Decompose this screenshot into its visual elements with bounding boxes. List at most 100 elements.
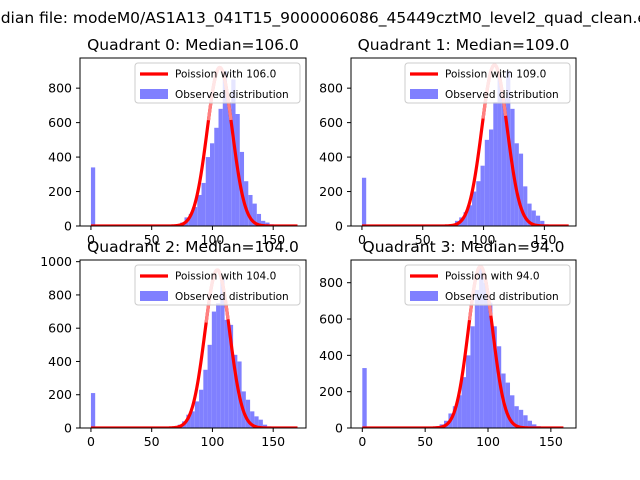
histogram-bar <box>205 157 211 226</box>
histogram-bar <box>228 324 234 428</box>
histogram-bar <box>218 108 223 226</box>
poisson-curve <box>360 63 570 226</box>
axes-frame <box>79 57 307 227</box>
histogram-bar <box>214 127 219 226</box>
legend-poisson-label: Poission with 94.0 <box>445 271 540 283</box>
legend: Poission with 104.0 Observed distribution <box>134 264 301 306</box>
legend: Poission with 94.0 Observed distribution <box>404 264 571 306</box>
histogram-bar <box>190 411 195 428</box>
x-tick-label: 100 <box>201 232 225 247</box>
axes-frame <box>350 57 577 227</box>
quadrant-1-title: Quadrant 1: Median=109.0 <box>358 36 570 54</box>
histogram-bar-outlier <box>90 167 96 226</box>
histogram-bar <box>261 220 266 226</box>
y-tick-label: 600 <box>48 321 72 336</box>
histogram-bar-outlier <box>361 177 367 226</box>
histogram-bar <box>497 74 502 226</box>
legend-box <box>134 264 301 306</box>
histogram-bar <box>252 203 257 226</box>
x-tick-label: 50 <box>144 434 160 449</box>
x-tick-label: 0 <box>87 232 95 247</box>
histogram-bar <box>505 382 511 428</box>
histogram-bar <box>479 268 484 428</box>
y-tick-label: 600 <box>48 115 72 130</box>
histogram-bar <box>523 186 528 226</box>
legend-poisson-label: Poission with 109.0 <box>445 69 546 81</box>
y-tick-label: 800 <box>319 81 343 96</box>
histogram-bar <box>518 153 524 226</box>
histogram-bar <box>492 326 497 428</box>
histogram-bar <box>199 389 204 428</box>
y-tick-label: 0 <box>335 219 343 234</box>
histogram-bar <box>540 220 545 226</box>
y-tick-label: 200 <box>48 184 72 199</box>
legend-observed-label: Observed distribution <box>445 89 559 101</box>
histogram-bar <box>254 416 259 428</box>
histogram-bar <box>256 213 262 226</box>
legend-box <box>134 62 301 104</box>
histogram-bar <box>484 139 490 226</box>
histogram-bar <box>245 399 251 428</box>
x-tick-label: 150 <box>261 434 285 449</box>
x-tick-label: 150 <box>539 434 563 449</box>
histogram-bar <box>250 411 255 428</box>
histogram-bar <box>514 406 519 428</box>
histogram-bar <box>467 205 473 226</box>
legend-box <box>404 264 571 306</box>
histogram-bar <box>258 419 263 428</box>
histogram-bar <box>452 406 458 428</box>
legend-observed-label: Observed distribution <box>445 291 559 303</box>
legend-observed-swatch <box>140 89 168 99</box>
quadrant-2-panel: 0 50 100 150 0 200 400 600 800 1000 Poission with … <box>40 238 307 449</box>
x-tick-label: 50 <box>144 232 160 247</box>
histogram-bar <box>216 303 221 428</box>
histogram-bar <box>186 414 191 428</box>
histogram-bar <box>224 319 229 428</box>
y-tick-label: 400 <box>319 348 343 363</box>
legend-observed-swatch <box>410 89 438 99</box>
histogram-bar <box>531 210 536 226</box>
histogram-bar <box>527 203 532 226</box>
histogram-bar <box>193 207 198 226</box>
x-tick-label: 50 <box>415 232 431 247</box>
legend-observed-label: Observed distribution <box>175 291 289 303</box>
histogram-bar <box>510 395 515 428</box>
legend-observed-swatch <box>140 291 168 301</box>
legend-poisson-label: Poission with 104.0 <box>175 271 276 283</box>
legend: Poission with 106.0 Observed distribution <box>134 62 301 104</box>
histogram-bar <box>506 70 511 226</box>
legend: Poission with 109.0 Observed distribution <box>404 62 571 104</box>
quadrant-3-title: Quadrant 3: Median=94.0 <box>363 238 565 256</box>
histogram-bar <box>231 79 236 226</box>
x-tick-label: 0 <box>87 434 95 449</box>
y-tick-label: 400 <box>48 354 72 369</box>
axes-frame <box>79 259 307 429</box>
x-tick-label: 100 <box>476 434 500 449</box>
histogram-bar <box>201 182 206 226</box>
histogram-bar <box>496 346 502 428</box>
quadrant-0-title: Quadrant 0: Median=106.0 <box>87 36 299 54</box>
histogram-bar <box>466 355 471 428</box>
histogram-bar <box>207 344 212 428</box>
histogram-bar <box>463 212 468 226</box>
histogram-bar-outlier <box>90 393 96 428</box>
histogram-bar <box>233 354 238 428</box>
histogram-bar <box>188 213 193 226</box>
histogram-bar <box>470 326 475 428</box>
x-tick-label: 0 <box>358 232 366 247</box>
histogram-bar <box>480 165 485 226</box>
legend-box <box>404 62 571 104</box>
y-tick-label: 600 <box>319 115 343 130</box>
figure-suptitle: Median file: modeM0/AS1A13_041T15_900000… <box>0 9 640 28</box>
histogram-bar <box>474 289 480 428</box>
histogram-bar <box>244 181 249 226</box>
histogram-bar-outlier <box>362 368 367 428</box>
legend-observed-swatch <box>410 291 438 301</box>
y-tick-label: 200 <box>319 184 343 199</box>
histogram-bar <box>227 101 232 226</box>
histogram-bar <box>501 98 507 226</box>
x-tick-label: 150 <box>532 232 556 247</box>
quadrant-2-title: Quadrant 2: Median=104.0 <box>87 238 299 256</box>
axes-frame <box>350 259 577 429</box>
